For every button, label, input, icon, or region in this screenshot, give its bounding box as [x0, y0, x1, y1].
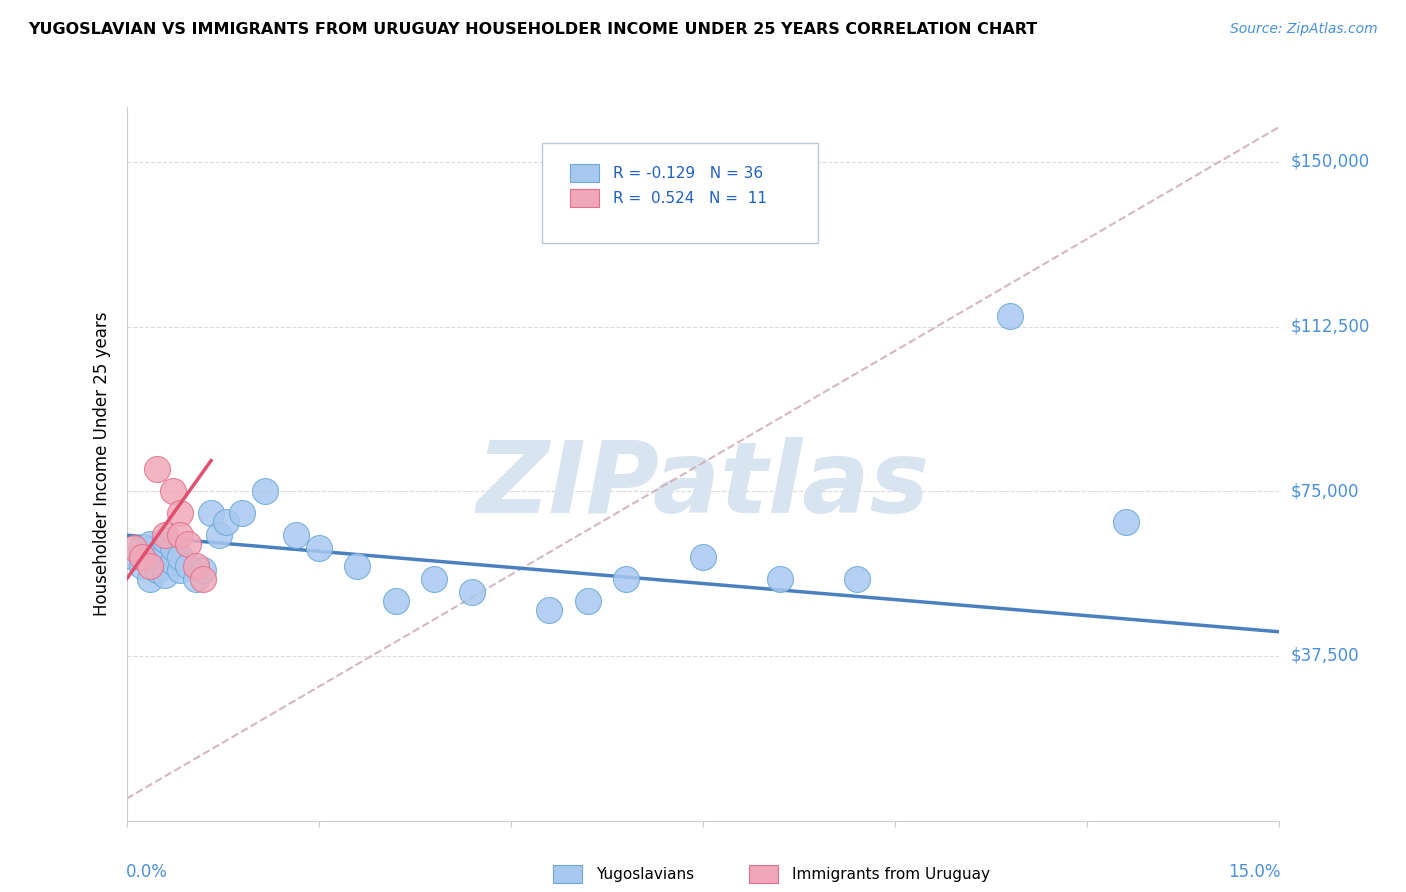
FancyBboxPatch shape: [553, 865, 582, 883]
FancyBboxPatch shape: [541, 143, 818, 243]
Point: [253, 484, 276, 499]
Point: [131, 541, 153, 556]
Point: [162, 541, 184, 556]
Point: [146, 563, 169, 577]
Text: R = -0.129   N = 36: R = -0.129 N = 36: [613, 166, 763, 180]
Point: [576, 594, 599, 608]
Point: [153, 567, 176, 582]
Text: 0.0%: 0.0%: [125, 863, 167, 881]
Text: Source: ZipAtlas.com: Source: ZipAtlas.com: [1230, 22, 1378, 37]
Text: 15.0%: 15.0%: [1227, 863, 1281, 881]
Point: [193, 563, 215, 577]
Point: [146, 550, 169, 565]
Point: [538, 603, 561, 617]
Point: [131, 558, 153, 573]
FancyBboxPatch shape: [571, 189, 599, 207]
Point: [184, 572, 207, 586]
Text: Immigrants from Uruguay: Immigrants from Uruguay: [792, 867, 990, 882]
Point: [1000, 309, 1022, 323]
Point: [146, 462, 169, 476]
Text: ZIPatlas: ZIPatlas: [477, 437, 929, 533]
Point: [692, 550, 714, 565]
Point: [138, 537, 160, 551]
Text: YUGOSLAVIAN VS IMMIGRANTS FROM URUGUAY HOUSEHOLDER INCOME UNDER 25 YEARS CORRELA: YUGOSLAVIAN VS IMMIGRANTS FROM URUGUAY H…: [28, 22, 1038, 37]
Point: [138, 558, 160, 573]
Point: [423, 572, 446, 586]
Point: [122, 541, 145, 556]
Point: [153, 533, 176, 547]
Point: [153, 546, 176, 560]
Text: $75,000: $75,000: [1291, 483, 1360, 500]
Text: $150,000: $150,000: [1291, 153, 1369, 171]
Point: [231, 506, 253, 520]
Point: [177, 558, 200, 573]
Point: [208, 528, 231, 542]
Point: [169, 506, 191, 520]
Point: [162, 484, 184, 499]
Point: [169, 563, 191, 577]
Point: [845, 572, 868, 586]
Point: [177, 537, 200, 551]
Point: [162, 555, 184, 569]
Point: [169, 550, 191, 565]
Point: [461, 585, 484, 599]
Point: [193, 572, 215, 586]
Point: [169, 528, 191, 542]
Text: $37,500: $37,500: [1291, 647, 1360, 665]
Text: $112,500: $112,500: [1291, 318, 1369, 335]
Point: [308, 541, 330, 556]
Point: [384, 594, 406, 608]
Point: [769, 572, 792, 586]
Point: [215, 515, 238, 529]
Point: [138, 572, 160, 586]
Point: [346, 558, 368, 573]
Point: [614, 572, 637, 586]
Point: [284, 528, 307, 542]
Point: [122, 550, 145, 565]
FancyBboxPatch shape: [749, 865, 778, 883]
FancyBboxPatch shape: [571, 164, 599, 182]
Point: [131, 550, 153, 565]
Text: Yugoslavians: Yugoslavians: [596, 867, 695, 882]
Point: [184, 558, 207, 573]
Text: R =  0.524   N =  11: R = 0.524 N = 11: [613, 191, 768, 205]
Point: [1115, 515, 1137, 529]
Y-axis label: Householder Income Under 25 years: Householder Income Under 25 years: [93, 311, 111, 616]
Point: [200, 506, 222, 520]
Point: [153, 528, 176, 542]
